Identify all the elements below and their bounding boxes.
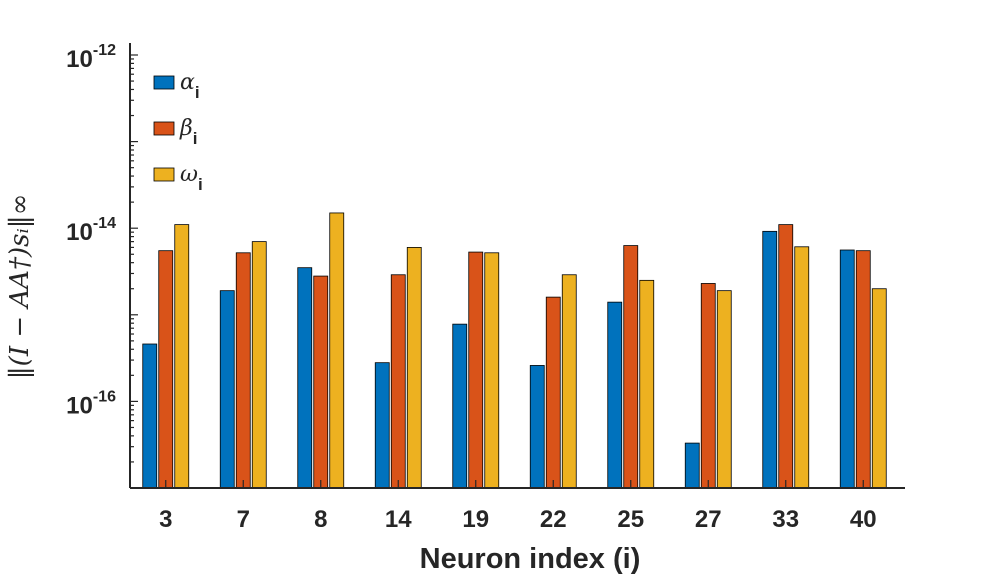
bars-layer <box>142 212 887 489</box>
axes-layer <box>129 43 905 489</box>
x-tick-label: 19 <box>462 506 489 533</box>
bar-19-series-3 <box>484 252 500 489</box>
bar-14-series-2 <box>390 274 406 489</box>
bar-8-series-2 <box>313 275 329 489</box>
bar-3-series-2 <box>158 250 174 489</box>
legend: αi βi ωi <box>153 70 203 194</box>
bar-33-series-2 <box>778 224 794 489</box>
x-tick-label: 22 <box>540 506 567 533</box>
y-ticks-layer: 10-12 10-14 10-16 <box>66 42 138 489</box>
bar-27-series-1 <box>684 442 700 489</box>
x-tick-label: 33 <box>772 506 799 533</box>
bar-22-series-1 <box>529 365 545 489</box>
y-tick-label: 10-16 <box>66 388 116 419</box>
bar-25-series-3 <box>639 279 655 489</box>
x-tick-label: 40 <box>850 506 877 533</box>
bar-27-series-2 <box>700 283 716 489</box>
bar-25-series-1 <box>607 301 623 489</box>
x-tick-label: 25 <box>617 506 644 533</box>
x-tick-label: 27 <box>695 506 722 533</box>
bar-19-series-1 <box>452 323 468 489</box>
bar-3-series-3 <box>174 224 190 489</box>
bar-14-series-3 <box>406 247 422 489</box>
bar-7-series-1 <box>219 290 235 489</box>
x-ticks-layer: 3 7 8 14 19 22 25 27 33 40 <box>159 480 877 533</box>
x-tick-label: 14 <box>385 506 412 533</box>
legend-swatch-2 <box>153 121 175 136</box>
bar-25-series-2 <box>623 245 639 489</box>
legend-swatch-1 <box>153 75 175 90</box>
bar-22-series-3 <box>561 274 577 489</box>
bar-7-series-2 <box>235 252 251 489</box>
bar-8-series-1 <box>297 267 313 489</box>
bar-40-series-3 <box>871 288 887 489</box>
bar-40-series-2 <box>855 250 871 489</box>
bar-7-series-3 <box>251 241 267 489</box>
bar-33-series-1 <box>762 230 778 489</box>
bar-8-series-3 <box>329 212 345 489</box>
y-axis-title: ‖(I − AA†)sᵢ‖∞ <box>5 194 35 380</box>
y-tick-label: 10-12 <box>66 42 116 73</box>
x-tick-label: 7 <box>237 506 250 533</box>
bar-22-series-2 <box>545 296 561 489</box>
bar-3-series-1 <box>142 343 158 489</box>
legend-swatch-3 <box>153 167 175 182</box>
x-tick-label: 8 <box>314 506 327 533</box>
bar-19-series-2 <box>468 251 484 489</box>
x-tick-label: 3 <box>159 506 172 533</box>
x-axis-title: Neuron index (i) <box>420 543 641 575</box>
legend-label-1: αi <box>180 70 200 102</box>
legend-label-2: βi <box>179 116 197 148</box>
bar-14-series-1 <box>374 362 390 489</box>
legend-label-3: ωi <box>180 162 203 194</box>
y-tick-label: 10-14 <box>66 215 116 246</box>
bar-27-series-3 <box>716 290 732 489</box>
bar-33-series-3 <box>794 246 810 489</box>
bar-40-series-1 <box>839 249 855 489</box>
